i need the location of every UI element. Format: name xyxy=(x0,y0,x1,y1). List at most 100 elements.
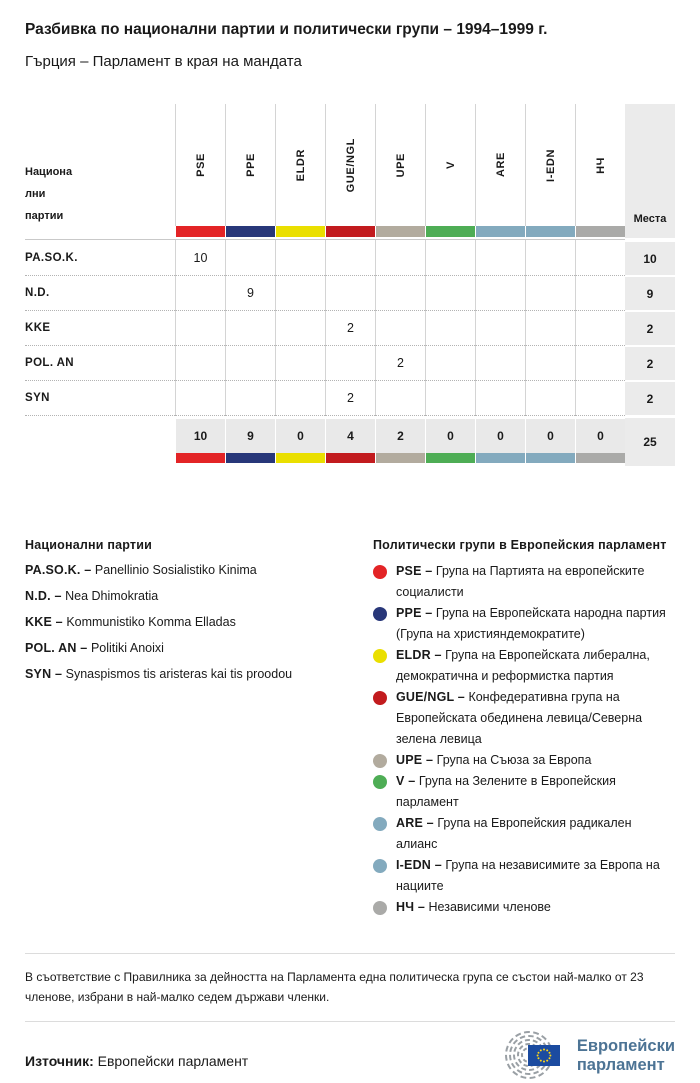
page-subtitle: Гърция – Парламент в края на мандата xyxy=(25,53,302,70)
footnote: В съответствие с Правилника за дейността… xyxy=(25,970,644,1004)
legend-item: I-EDN – Група на независимите за Европа … xyxy=(373,855,675,897)
legend-item: SYN – Synaspismos tis aristeras kai tis … xyxy=(25,667,293,681)
seat-cell xyxy=(375,275,425,310)
legend-item: НЧ – Независими членове xyxy=(373,897,675,918)
seat-cell xyxy=(275,380,325,415)
legend-item: ARE – Група на Европейския радикален али… xyxy=(373,813,675,855)
seat-cell xyxy=(225,345,275,380)
column-total: 0 xyxy=(426,419,475,453)
seat-cell xyxy=(175,275,225,310)
row-total: 10 xyxy=(625,240,675,275)
seat-cell xyxy=(525,345,575,380)
group-color-dot xyxy=(373,901,387,915)
legend-item: PSE – Група на Партията на европейските … xyxy=(373,561,675,603)
political-groups-legend: Политически групи в Европейския парламен… xyxy=(373,538,675,918)
column-header-pse: PSE xyxy=(175,104,225,240)
seat-cell xyxy=(275,345,325,380)
seat-cell xyxy=(175,380,225,415)
seat-cell xyxy=(325,345,375,380)
group-color-bar xyxy=(526,453,575,463)
group-color-dot xyxy=(373,775,387,789)
column-total: 10 xyxy=(176,419,225,453)
seat-cell xyxy=(375,380,425,415)
group-color-dot xyxy=(373,859,387,873)
grand-total: 25 xyxy=(625,418,675,466)
infographic-page: Разбивка по национални партии и политиче… xyxy=(0,20,700,1083)
seat-cell xyxy=(575,310,625,345)
group-color-bar xyxy=(176,226,225,237)
seat-cell xyxy=(175,345,225,380)
group-color-bar xyxy=(326,453,375,463)
column-total: 9 xyxy=(226,419,275,453)
column-label: GUE/NGL xyxy=(344,137,357,193)
legend-item: KKE – Kommunistiko Komma Elladas xyxy=(25,615,236,629)
group-color-bar xyxy=(226,226,275,237)
group-color-bar xyxy=(476,226,525,237)
seat-cell xyxy=(325,240,375,275)
column-total: 0 xyxy=(576,419,625,453)
seat-cell xyxy=(175,310,225,345)
group-color-bar xyxy=(476,453,525,463)
seat-cell xyxy=(425,275,475,310)
column-total: 0 xyxy=(276,419,325,453)
seat-cell xyxy=(475,345,525,380)
seat-cell xyxy=(475,240,525,275)
table-row-nd: N.D. 9 9 xyxy=(25,275,675,310)
group-color-dot xyxy=(373,817,387,831)
column-label: ELDR xyxy=(294,148,307,182)
seat-cell xyxy=(525,275,575,310)
seat-cell xyxy=(525,380,575,415)
group-color-dot xyxy=(373,649,387,663)
seats-column-header: Места xyxy=(625,104,675,240)
group-color-bar xyxy=(226,453,275,463)
seat-cell xyxy=(575,275,625,310)
seat-cell xyxy=(275,275,325,310)
seat-cell xyxy=(325,275,375,310)
seat-cell xyxy=(475,275,525,310)
legend-item: PA.SO.K. – Panellinio Sosialistiko Kinim… xyxy=(25,563,257,577)
table-header-row: Национални партии PSE PPE ELDR GUE/NGL U… xyxy=(25,104,675,240)
legend-heading: Политически групи в Европейския парламен… xyxy=(373,538,667,552)
column-header-ppe: PPE xyxy=(225,104,275,240)
european-parliament-logo: Европейски парламент xyxy=(492,1029,675,1083)
column-total: 0 xyxy=(476,419,525,453)
legends: Национални партии PA.SO.K. – Panellinio … xyxy=(25,538,675,918)
column-header-are: ARE xyxy=(475,104,525,240)
legend-item: POL. AN – Politiki Anoixi xyxy=(25,641,164,655)
legend-item: N.D. – Nea Dhimokratia xyxy=(25,589,159,603)
column-total: 2 xyxy=(376,419,425,453)
seat-cell: 10 xyxy=(175,240,225,275)
seats-table: Национални партии PSE PPE ELDR GUE/NGL U… xyxy=(25,104,675,466)
seat-cell: 2 xyxy=(325,380,375,415)
table-row-kke: KKE 2 2 xyxy=(25,310,675,345)
group-color-dot xyxy=(373,754,387,768)
row-total: 2 xyxy=(625,380,675,415)
seat-cell xyxy=(575,345,625,380)
eu-flag-icon xyxy=(527,1045,560,1066)
column-label: ARE xyxy=(494,152,507,178)
seat-cell xyxy=(375,310,425,345)
row-total: 9 xyxy=(625,275,675,310)
seat-cell xyxy=(425,310,475,345)
seat-cell xyxy=(225,310,275,345)
national-parties-legend: Национални партии PA.SO.K. – Panellinio … xyxy=(25,538,355,918)
column-label: UPE xyxy=(394,152,407,178)
legend-item: UPE – Група на Съюза за Европа xyxy=(373,750,675,771)
group-color-bar xyxy=(376,226,425,237)
divider xyxy=(25,953,675,954)
seat-cell xyxy=(225,380,275,415)
corner-label: Национални партии xyxy=(25,161,175,240)
group-color-dot xyxy=(373,691,387,705)
party-name: KKE xyxy=(25,310,175,345)
legend-item: V – Група на Зелените в Европейския парл… xyxy=(373,771,675,813)
legend-item: GUE/NGL – Конфедеративна група на Европе… xyxy=(373,687,675,750)
seat-cell xyxy=(475,310,525,345)
group-color-dot xyxy=(373,607,387,621)
column-header-nch: НЧ xyxy=(575,104,625,240)
seat-cell xyxy=(275,240,325,275)
group-color-bar xyxy=(326,226,375,237)
column-label: V xyxy=(444,161,457,169)
group-color-bar xyxy=(576,453,625,463)
column-total: 0 xyxy=(526,419,575,453)
legend-heading: Национални партии xyxy=(25,538,152,552)
